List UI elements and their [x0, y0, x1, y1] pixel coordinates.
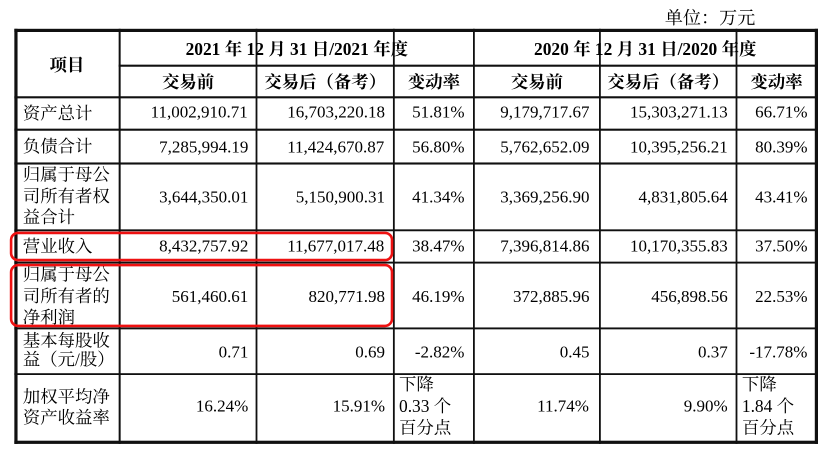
svg-text:-2.82%: -2.82%: [415, 342, 465, 361]
svg-text:37.50%: 37.50%: [755, 237, 807, 256]
svg-text:43.41%: 43.41%: [755, 187, 807, 206]
svg-text:7,285,994.19: 7,285,994.19: [159, 137, 248, 156]
svg-text:2020: 2020: [534, 39, 569, 59]
svg-text:2021: 2021: [186, 39, 221, 59]
svg-text:12: 12: [595, 39, 612, 59]
svg-text:/: /: [75, 349, 80, 369]
svg-text:0.45: 0.45: [560, 342, 590, 361]
svg-text:820,771.98: 820,771.98: [309, 287, 386, 306]
svg-text:15.91%: 15.91%: [333, 397, 385, 416]
svg-text:80.39%: 80.39%: [755, 137, 807, 156]
svg-text:4,831,805.64: 4,831,805.64: [639, 187, 729, 206]
svg-text:16.24%: 16.24%: [196, 397, 248, 416]
svg-text:1.84: 1.84: [742, 396, 773, 416]
svg-text:3,369,256.90: 3,369,256.90: [500, 187, 589, 206]
svg-text:41.34%: 41.34%: [412, 187, 464, 206]
svg-text:11,424,670.87: 11,424,670.87: [287, 137, 385, 156]
svg-text:7,396,814.86: 7,396,814.86: [500, 237, 589, 256]
svg-text:0.33: 0.33: [399, 396, 430, 416]
svg-text:51.81%: 51.81%: [412, 102, 464, 121]
svg-text:5,150,900.31: 5,150,900.31: [296, 187, 385, 206]
svg-text:456,898.56: 456,898.56: [651, 287, 728, 306]
svg-text:46.19%: 46.19%: [412, 287, 464, 306]
svg-text:10,170,355.83: 10,170,355.83: [630, 237, 728, 256]
svg-text:0.37: 0.37: [698, 342, 728, 361]
svg-text:56.80%: 56.80%: [412, 137, 464, 156]
svg-text:0.69: 0.69: [355, 342, 385, 361]
svg-text:31: 31: [638, 39, 655, 59]
svg-text:9,179,717.67: 9,179,717.67: [500, 102, 590, 121]
svg-text:-17.78%: -17.78%: [749, 342, 807, 361]
svg-text:15,303,271.13: 15,303,271.13: [630, 102, 728, 121]
svg-text:22.53%: 22.53%: [755, 287, 807, 306]
svg-text:5,762,652.09: 5,762,652.09: [500, 137, 589, 156]
svg-text:/2021: /2021: [328, 39, 369, 59]
svg-text:/2020: /2020: [677, 39, 718, 59]
svg-text:11,002,910.71: 11,002,910.71: [151, 102, 248, 121]
svg-text:8,432,757.92: 8,432,757.92: [159, 237, 248, 256]
svg-text:31: 31: [290, 39, 307, 59]
svg-text:12: 12: [247, 39, 264, 59]
svg-text:10,395,256.21: 10,395,256.21: [630, 137, 728, 156]
svg-text:16,703,220.18: 16,703,220.18: [287, 102, 385, 121]
svg-text:11,677,017.48: 11,677,017.48: [287, 237, 384, 256]
svg-text:561,460.61: 561,460.61: [172, 287, 249, 306]
svg-text:0.71: 0.71: [219, 342, 249, 361]
svg-text:372,885.96: 372,885.96: [513, 287, 590, 306]
svg-text:66.71%: 66.71%: [755, 102, 807, 121]
svg-text:11.74%: 11.74%: [537, 397, 589, 416]
svg-text:9.90%: 9.90%: [684, 397, 728, 416]
svg-text:3,644,350.01: 3,644,350.01: [159, 187, 248, 206]
svg-text:38.47%: 38.47%: [412, 237, 464, 256]
